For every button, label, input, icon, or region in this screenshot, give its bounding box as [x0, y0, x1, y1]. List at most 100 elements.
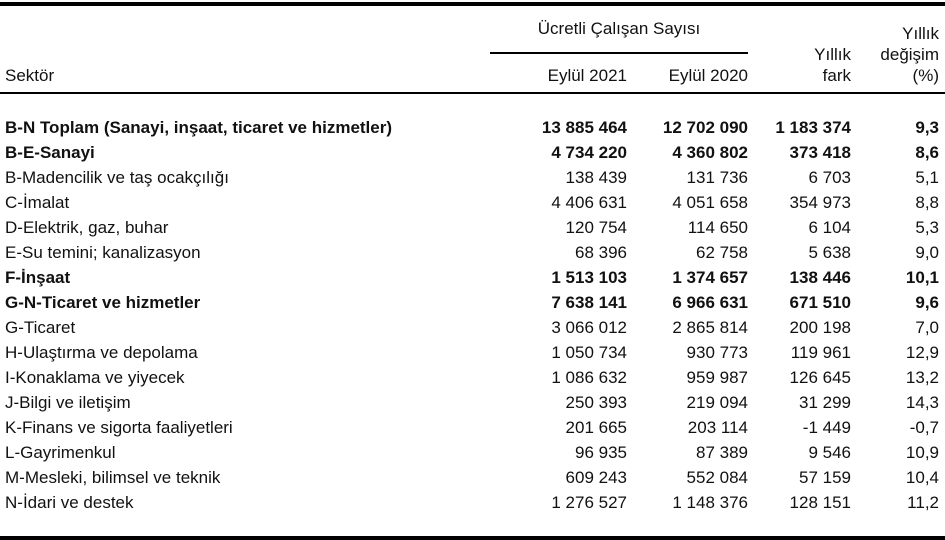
- september-2021-cell: 1 276 527: [551, 492, 627, 512]
- annual-difference-cell: 6 104: [808, 217, 851, 237]
- september-2021-cell: 7 638 141: [551, 292, 627, 312]
- table-row: H-Ulaştırma ve depolama 1 050 734 930 773 1…: [0, 340, 945, 365]
- table-row: E-Su temini; kanalizasyon 68 396 62 758 5 6…: [0, 240, 945, 265]
- annual-difference-cell: 126 645: [789, 367, 851, 387]
- annual-difference-label-line2: fark: [822, 66, 851, 85]
- annual-difference-cell: -1 449: [802, 417, 851, 437]
- annual-difference-cell: 119 961: [790, 342, 851, 362]
- sector-cell: C-İmalat: [5, 192, 70, 212]
- sector-cell: B-E-Sanayi: [5, 142, 95, 162]
- table-row: G-N-Ticaret ve hizmetler 7 638 141 6 966 6…: [0, 290, 945, 315]
- table-header: Sektör Ücretli Çalışan Sayısı Yıllık far…: [0, 4, 945, 94]
- september-2021-cell: 3 066 012: [551, 317, 627, 337]
- sector-cell: G-N-Ticaret ve hizmetler: [5, 292, 201, 312]
- annual-change-pct-cell: 14,3: [905, 392, 939, 412]
- annual-difference-cell: 200 198: [789, 317, 851, 337]
- september-2020-cell: 219 094: [686, 392, 748, 412]
- annual-change-pct-cell: 8,6: [915, 142, 939, 162]
- september-2020-cell: 62 758: [696, 242, 748, 262]
- annual-change-pct-cell: 5,3: [915, 217, 939, 237]
- annual-difference-cell: 138 446: [789, 267, 851, 287]
- annual-change-pct-cell: 12,9: [905, 342, 939, 362]
- september-2020-cell: 131 736: [686, 167, 748, 187]
- sector-cell: I-Konaklama ve yiyecek: [5, 367, 185, 387]
- september-2021-cell: 120 754: [565, 217, 627, 237]
- september-2021-cell: 250 393: [565, 392, 627, 412]
- annual-difference-cell: 5 638: [808, 242, 851, 262]
- annual-difference-cell: 57 159: [799, 467, 851, 487]
- annual-change-label-line1: Yıllık: [902, 24, 939, 43]
- september-2020-cell: 4 051 658: [672, 192, 748, 212]
- annual-change-pct-cell: 8,8: [915, 192, 939, 212]
- sector-cell: L-Gayrimenkul: [5, 442, 116, 462]
- table-row: N-İdari ve destek 1 276 527 1 148 376 128 1…: [0, 490, 945, 538]
- table-row: I-Konaklama ve yiyecek 1 086 632 959 987 12…: [0, 365, 945, 390]
- september-2021-cell: 96 935: [575, 442, 627, 462]
- annual-change-pct-cell: 9,3: [915, 117, 939, 137]
- sector-cell: E-Su temini; kanalizasyon: [5, 242, 201, 262]
- table-row: B-E-Sanayi 4 734 220 4 360 802 373 418 8,6: [0, 140, 945, 165]
- annual-difference-cell: 373 418: [789, 142, 851, 162]
- september-2020-cell: 114 650: [687, 217, 748, 237]
- annual-change-pct-cell: 10,1: [905, 267, 939, 287]
- annual-difference-cell: 671 510: [789, 292, 851, 312]
- table-row: L-Gayrimenkul 96 935 87 389 9 546 10,9: [0, 440, 945, 465]
- september-2020-cell: 2 865 814: [672, 317, 748, 337]
- annual-difference-cell: 354 973: [789, 192, 851, 212]
- september-2020-cell: 4 360 802: [672, 142, 748, 162]
- table-row: G-Ticaret 3 066 012 2 865 814 200 198 7,0: [0, 315, 945, 340]
- table-row: C-İmalat 4 406 631 4 051 658 354 973 8,8: [0, 190, 945, 215]
- sector-cell: M-Mesleki, bilimsel ve teknik: [5, 467, 221, 487]
- september-2021-cell: 4 406 631: [551, 192, 627, 212]
- september-2021-cell: 1 513 103: [551, 267, 627, 287]
- annual-change-pct-cell: 7,0: [915, 317, 939, 337]
- sector-cell: N-İdari ve destek: [5, 492, 134, 512]
- column-header-annual-difference: Yıllık fark: [748, 4, 851, 94]
- september-2020-cell: 930 773: [686, 342, 748, 362]
- sector-cell: B-Madencilik ve taş ocakçılığı: [5, 167, 229, 187]
- annual-change-label-line2: değişim: [880, 45, 939, 64]
- annual-difference-cell: 1 183 374: [775, 117, 851, 137]
- column-header-september-2020: Eylül 2020: [627, 53, 748, 94]
- table-body: B-N Toplam (Sanayi, inşaat, ticaret ve h…: [0, 93, 945, 538]
- annual-change-pct-cell: 10,9: [905, 442, 939, 462]
- header-row-group: Sektör Ücretli Çalışan Sayısı Yıllık far…: [0, 4, 945, 94]
- sector-cell: F-İnşaat: [5, 267, 71, 287]
- table-row: B-Madencilik ve taş ocakçılığı 138 439 131…: [0, 165, 945, 190]
- september-2021-cell: 1 050 734: [551, 342, 627, 362]
- table-row: D-Elektrik, gaz, buhar 120 754 114 650 6 10…: [0, 215, 945, 240]
- annual-change-pct-cell: 9,6: [915, 292, 939, 312]
- column-header-september-2021: Eylül 2021: [490, 53, 627, 94]
- annual-change-label-line3: (%): [912, 66, 939, 85]
- september-2020-cell: 1 148 376: [672, 492, 748, 512]
- table-row: F-İnşaat 1 513 103 1 374 657 138 446 10,1: [0, 265, 945, 290]
- column-header-annual-change-pct: Yıllık değişim (%): [851, 4, 945, 94]
- sector-cell: B-N Toplam (Sanayi, inşaat, ticaret ve h…: [5, 117, 393, 137]
- column-header-sector: Sektör: [0, 4, 490, 94]
- annual-difference-cell: 9 546: [808, 442, 851, 462]
- september-2020-cell: 552 084: [686, 467, 748, 487]
- annual-difference-cell: 6 703: [808, 167, 851, 187]
- sector-cell: G-Ticaret: [5, 317, 76, 337]
- september-2021-cell: 609 243: [565, 467, 627, 487]
- september-2020-cell: 959 987: [686, 367, 748, 387]
- table-row: K-Finans ve sigorta faaliyetleri 201 665 2…: [0, 415, 945, 440]
- september-2020-cell: 87 389: [696, 442, 748, 462]
- september-2021-cell: 138 439: [565, 167, 627, 187]
- september-2020-cell: 1 374 657: [672, 267, 748, 287]
- sector-cell: J-Bilgi ve iletişim: [5, 392, 131, 412]
- september-2021-cell: 4 734 220: [551, 142, 627, 162]
- sector-cell: K-Finans ve sigorta faaliyetleri: [5, 417, 233, 437]
- september-2021-cell: 68 396: [575, 242, 627, 262]
- annual-difference-cell: 128 151: [789, 492, 851, 512]
- september-2021-cell: 1 086 632: [551, 367, 627, 387]
- annual-change-pct-cell: -0,7: [909, 417, 939, 437]
- table-row: B-N Toplam (Sanayi, inşaat, ticaret ve h…: [0, 93, 945, 140]
- column-group-header-paid-employees: Ücretli Çalışan Sayısı: [490, 4, 748, 54]
- sector-cell: H-Ulaştırma ve depolama: [5, 342, 198, 362]
- annual-difference-cell: 31 299: [799, 392, 851, 412]
- annual-change-pct-cell: 9,0: [915, 242, 939, 262]
- header-row-months: Eylül 2021 Eylül 2020: [0, 53, 945, 94]
